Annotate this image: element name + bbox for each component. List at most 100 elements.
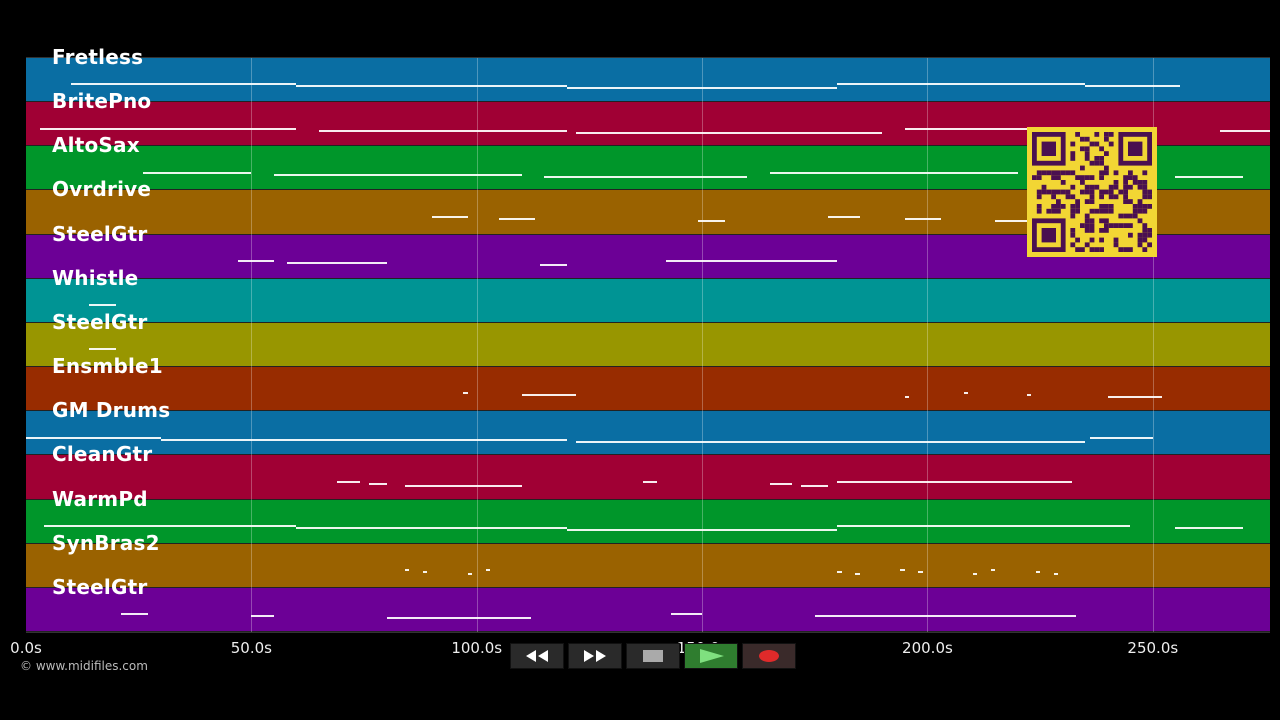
- track-label: Whistle: [52, 265, 139, 290]
- note-bar: [143, 171, 252, 174]
- note-bar: [837, 524, 1131, 527]
- note-bar: [1053, 573, 1059, 576]
- note-bar: [318, 129, 567, 132]
- note-bar: [643, 480, 657, 483]
- playback-controls: [510, 643, 796, 669]
- note-bar: [89, 304, 117, 307]
- stop-button[interactable]: [626, 643, 680, 669]
- note-bar: [575, 440, 1086, 443]
- note-bar: [539, 263, 567, 266]
- note-bar: [972, 573, 978, 576]
- track-lane: [26, 543, 1270, 588]
- qr-code: [1027, 127, 1157, 257]
- note-bar: [404, 569, 410, 572]
- time-tick-label: 200.0s: [902, 639, 953, 657]
- note-bar: [368, 482, 387, 485]
- note-bar: [837, 480, 1072, 483]
- track-label: WarmPd: [52, 486, 148, 511]
- track-label: SteelGtr: [52, 309, 148, 334]
- time-tick-label: 100.0s: [451, 639, 503, 657]
- note-bar: [904, 396, 910, 399]
- note-bar: [161, 438, 567, 441]
- record-button[interactable]: [742, 643, 796, 669]
- track-lane: [26, 411, 1270, 456]
- note-bar: [1175, 175, 1243, 178]
- note-bar: [769, 482, 793, 485]
- note-bar: [1089, 436, 1153, 439]
- track-label: Ovrdrive: [52, 177, 152, 202]
- note-bar: [855, 573, 860, 576]
- note-bar: [918, 571, 923, 574]
- play-button[interactable]: [684, 643, 738, 669]
- track-label: CleanGtr: [52, 442, 153, 467]
- note-bar: [287, 261, 387, 264]
- note-bar: [566, 87, 838, 90]
- note-bar: [120, 613, 148, 616]
- note-bar: [237, 259, 274, 262]
- note-bar: [995, 219, 1027, 222]
- note-bar: [521, 394, 576, 397]
- note-bar: [26, 436, 162, 439]
- grid-line: [702, 58, 704, 632]
- track-label: AltoSax: [52, 133, 140, 158]
- grid-line: [251, 58, 253, 632]
- copyright-text: © www.midifiles.com: [20, 659, 148, 673]
- track-label: Ensmble1: [52, 354, 163, 379]
- note-bar: [71, 83, 297, 86]
- note-bar: [900, 569, 905, 572]
- qr-code-icon: [1032, 132, 1152, 252]
- note-bar: [1175, 526, 1243, 529]
- rewind-icon: [526, 650, 548, 662]
- note-bar: [575, 131, 883, 134]
- note-bar: [1085, 85, 1180, 88]
- note-bar: [697, 219, 725, 222]
- note-bar: [837, 83, 1086, 86]
- grid-line: [476, 58, 478, 632]
- track-lane: [26, 58, 1270, 103]
- note-bar: [670, 613, 703, 616]
- note-bar: [566, 528, 838, 531]
- rewind-button[interactable]: [510, 643, 564, 669]
- note-bar: [499, 217, 536, 220]
- track-lane: [26, 455, 1270, 500]
- note-bar: [273, 173, 522, 176]
- note-bar: [990, 569, 996, 572]
- note-bar: [89, 348, 117, 351]
- note-bar: [39, 127, 297, 130]
- note-bar: [544, 175, 748, 178]
- note-bar: [386, 617, 531, 620]
- note-bar: [296, 85, 567, 88]
- fast-forward-button[interactable]: [568, 643, 622, 669]
- stop-icon: [643, 650, 663, 662]
- note-bar: [828, 215, 860, 218]
- note-bar: [485, 569, 491, 572]
- track-lane: [26, 367, 1270, 412]
- note-bar: [837, 571, 842, 574]
- grid-line: [927, 58, 929, 632]
- track-label: SteelGtr: [52, 574, 148, 599]
- track-lane: [26, 278, 1270, 323]
- time-tick-label: 50.0s: [230, 639, 272, 657]
- track-label: SteelGtr: [52, 221, 148, 246]
- record-icon: [759, 650, 779, 662]
- note-bar: [769, 171, 1018, 174]
- track-label: Fretless: [52, 45, 144, 69]
- note-bar: [814, 615, 1077, 618]
- track-label: SynBras2: [52, 530, 160, 555]
- note-bar: [296, 526, 567, 529]
- track-lane: [26, 587, 1270, 632]
- note-bar: [467, 573, 473, 576]
- track-lane: [26, 322, 1270, 368]
- note-bar: [1107, 396, 1162, 399]
- note-bar: [1026, 394, 1032, 397]
- track-lane: [26, 499, 1270, 544]
- note-bar: [666, 259, 838, 262]
- note-bar: [463, 392, 468, 395]
- note-bar: [337, 480, 360, 483]
- fast-forward-icon: [584, 650, 606, 662]
- track-label: GM Drums: [52, 398, 171, 423]
- time-tick-label: 0.0s: [10, 639, 42, 657]
- note-bar: [404, 484, 522, 487]
- note-bar: [431, 215, 468, 218]
- grid-line: [1152, 58, 1154, 632]
